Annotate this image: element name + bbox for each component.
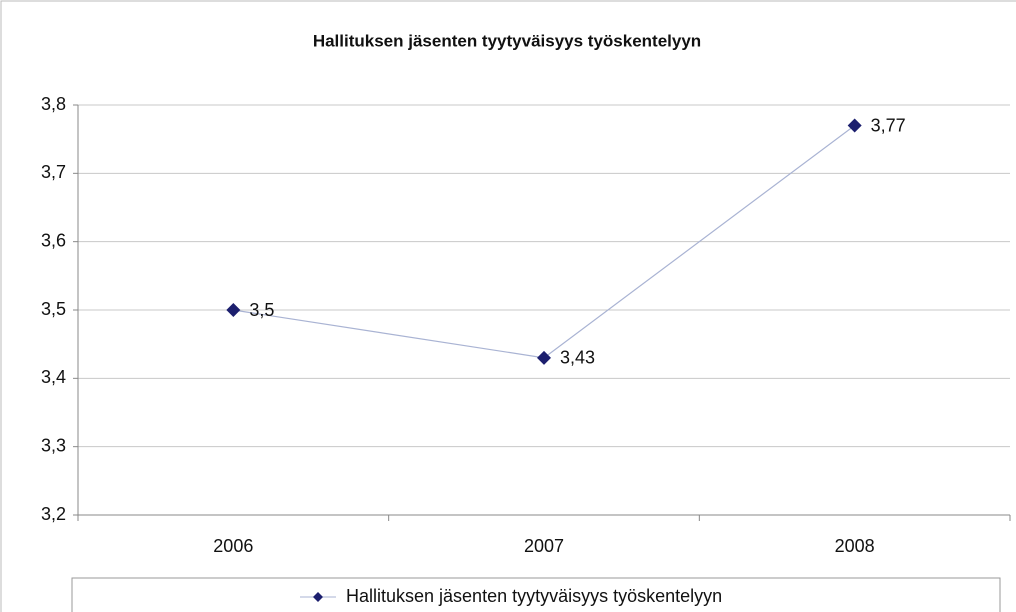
y-tick-label: 3,7 <box>41 162 66 182</box>
legend-marker <box>313 592 323 602</box>
legend-box <box>71 577 1001 612</box>
data-label: 3,5 <box>249 300 274 320</box>
data-label: 3,43 <box>560 348 595 368</box>
y-tick-label: 3,6 <box>41 230 66 250</box>
y-tick-label: 3,5 <box>41 299 66 319</box>
y-tick-label: 3,8 <box>41 94 66 114</box>
x-tick-label: 2006 <box>213 536 253 556</box>
y-tick-label: 3,2 <box>41 504 66 524</box>
point <box>537 350 551 365</box>
chart-title: Hallituksen jäsenten tyytyväisyys työske… <box>313 31 701 50</box>
point <box>226 303 241 317</box>
x-tick-label: 2008 <box>835 536 875 556</box>
point <box>847 118 862 133</box>
x-tick-label: 2007 <box>524 536 564 556</box>
y-tick-label: 3,4 <box>41 367 66 387</box>
y-tick-label: 3,3 <box>41 435 66 455</box>
data-label: 3,77 <box>871 115 906 135</box>
legend-label: Hallituksen jäsenten tyytyväisyys työske… <box>346 586 722 606</box>
